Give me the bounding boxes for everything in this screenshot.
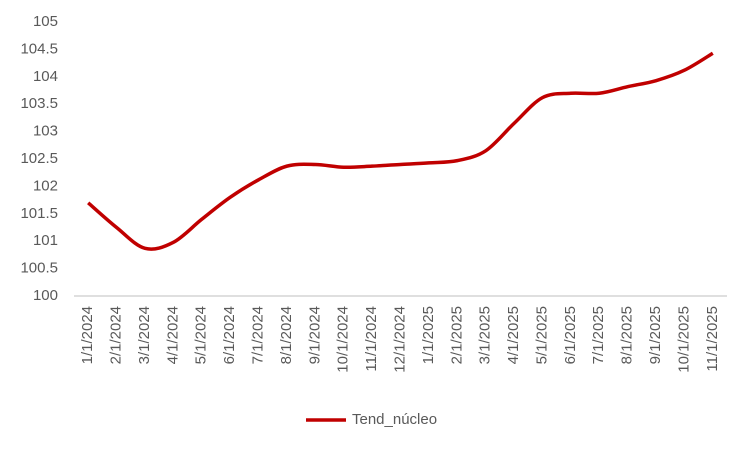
y-tick-label: 100.5: [20, 260, 58, 277]
x-tick-label: 10/1/2024: [335, 306, 352, 373]
x-tick-label: 3/1/2025: [477, 306, 494, 364]
x-tick-label: 7/1/2024: [250, 306, 267, 364]
y-tick-label: 102: [33, 177, 58, 194]
x-tick-label: 12/1/2024: [391, 306, 408, 373]
x-tick-label: 8/1/2024: [278, 306, 295, 364]
x-tick-label: 5/1/2024: [193, 306, 210, 364]
x-tick-label: 2/1/2025: [448, 306, 465, 364]
y-tick-label: 100: [33, 287, 58, 304]
x-tick-label: 9/1/2025: [647, 306, 664, 364]
x-tick-label: 3/1/2024: [136, 306, 153, 364]
x-tick-label: 6/1/2024: [221, 306, 238, 364]
x-tick-label: 11/1/2025: [704, 306, 721, 372]
x-tick-label: 4/1/2024: [164, 306, 181, 364]
x-tick-label: 5/1/2025: [533, 306, 550, 364]
y-tick-label: 103.5: [20, 95, 58, 112]
x-tick-label: 8/1/2025: [619, 306, 636, 364]
y-tick-label: 105: [33, 13, 58, 30]
x-tick-label: 10/1/2025: [675, 306, 692, 373]
y-tick-label: 101.5: [20, 205, 58, 222]
x-tick-label: 1/1/2024: [79, 306, 96, 364]
y-tick-label: 104.5: [20, 40, 58, 57]
x-tick-label: 2/1/2024: [108, 306, 125, 364]
x-tick-label: 7/1/2025: [590, 306, 607, 364]
y-tick-label: 104: [33, 68, 58, 85]
legend-label: Tend_núcleo: [352, 411, 437, 428]
x-tick-label: 1/1/2025: [420, 306, 437, 364]
x-tick-label: 6/1/2025: [562, 306, 579, 364]
y-tick-label: 103: [33, 123, 58, 140]
y-tick-label: 102.5: [20, 150, 58, 167]
x-tick-label: 9/1/2024: [306, 306, 323, 364]
x-tick-label: 11/1/2024: [363, 306, 380, 372]
x-tick-label: 4/1/2025: [505, 306, 522, 364]
data-line: [87, 51, 714, 251]
y-tick-label: 101: [33, 232, 58, 249]
